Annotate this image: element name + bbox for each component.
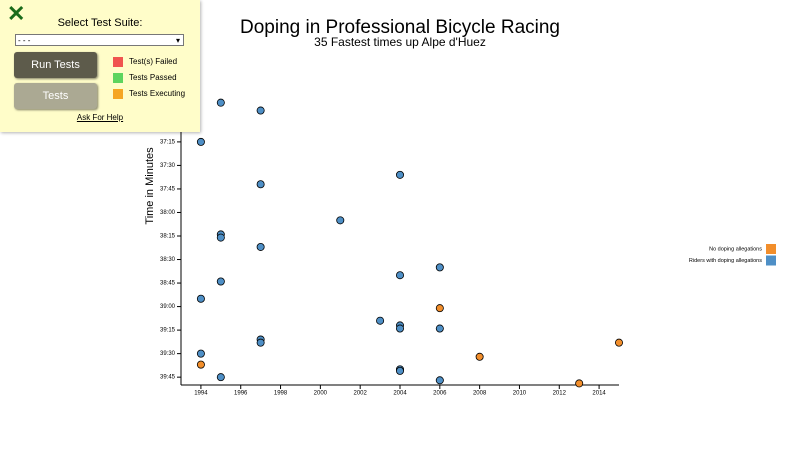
x-tick-label: 2000 [314,391,328,397]
point [216,373,225,382]
point [475,352,484,361]
point [395,170,404,179]
y-tick-label: 39:30 [160,351,176,357]
select-value: - - - [18,36,31,45]
point [395,366,404,375]
point [376,316,385,325]
x-tick-label: 2008 [473,391,487,397]
point [435,376,444,385]
point [395,324,404,333]
suite-select[interactable]: - - - ▾ [15,34,184,46]
close-button[interactable]: ✕ [7,1,26,26]
point [196,360,205,369]
point [216,98,225,107]
key-item: Tests Passed [113,73,177,83]
x-tick-label: 2010 [513,391,527,397]
point [575,379,584,388]
point [435,324,444,333]
y-tick-label: 37:15 [160,139,176,145]
select-arrow: ▾ [175,36,180,45]
point [256,106,265,115]
key-label: Tests Passed [129,73,177,83]
test-panel: ✕ Select Test Suite: - - - ▾ Run Tests Te… [0,0,200,132]
y-tick-label: 38:30 [160,257,176,263]
y-tick-label: 39:45 [160,375,176,381]
x-tick-label: 2002 [354,391,368,397]
key-swatch [113,73,123,83]
tests-button[interactable]: Tests [14,83,97,109]
x-tick-label: 2014 [592,391,606,397]
point [196,349,205,358]
y-tick-label: 38:00 [160,210,176,216]
y-tick-label: 37:30 [160,163,176,169]
x-tick-label: 2012 [553,391,567,397]
point [216,277,225,286]
run-tests-button[interactable]: Run Tests [14,52,97,78]
key-swatch [113,57,123,67]
point [216,233,225,242]
y-tick-label: 38:15 [160,234,176,240]
chart-title: Doping in Professional Bicycle Racing [240,17,560,38]
x-tick-label: 2004 [393,391,407,397]
point [256,180,265,189]
point [395,271,404,280]
y-tick-label: 37:45 [160,187,176,193]
key-swatch [113,89,123,99]
x-tick-label: 1998 [274,391,288,397]
legend-swatch [766,244,776,254]
point [435,263,444,272]
key-label: Tests Executing [129,89,186,99]
y-tick-label: 38:45 [160,281,176,287]
x-tick-label: 2006 [433,391,447,397]
y-axis-label: Time in Minutes [144,147,156,225]
point [196,137,205,146]
x-tick-label: 1994 [194,391,208,397]
y-tick-label: 39:15 [160,328,176,334]
point [336,216,345,225]
select-label: Select Test Suite: [57,17,143,29]
point [256,242,265,251]
y-tick-label: 39:00 [160,304,176,310]
help-link[interactable]: Ask For Help [76,113,124,122]
key-label: Test(s) Failed [129,57,178,67]
key-item: Test(s) Failed [113,57,177,67]
legend-label: Riders with doping allegations [689,258,762,264]
legend-label: No doping allegations [709,246,762,252]
point [435,304,444,313]
x-tick-label: 1996 [234,391,248,397]
point [615,338,624,347]
key-item: Tests Executing [113,89,185,99]
point [256,338,265,347]
point [196,294,205,303]
legend-swatch [766,255,776,266]
chart-subtitle: 35 Fastest times up Alpe d'Huez [314,35,486,49]
